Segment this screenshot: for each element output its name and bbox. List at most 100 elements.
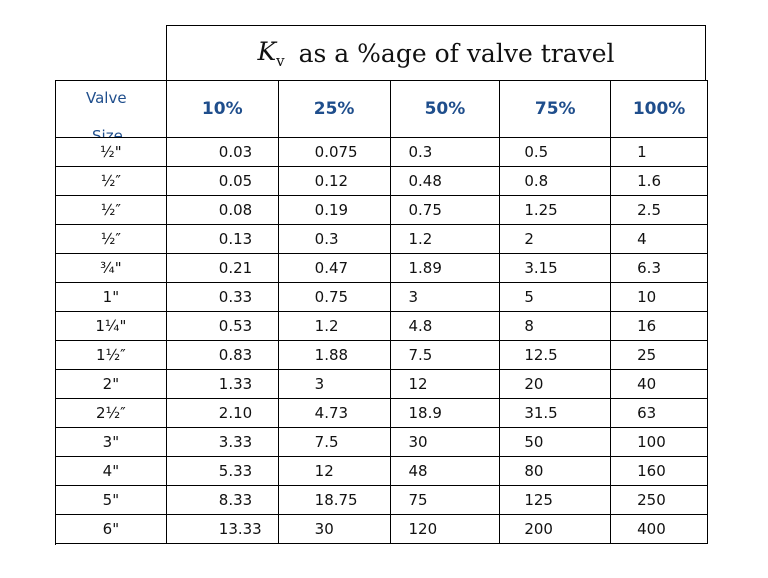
valve-size-cell: 3" — [56, 428, 167, 457]
valve-size-cell: ½" — [56, 138, 167, 167]
kv-value-cell: 1.2 — [390, 225, 501, 254]
kv-value-cell: 63 — [611, 399, 708, 428]
kv-value-cell: 0.48 — [390, 167, 501, 196]
kv-value-cell: 0.83 — [166, 341, 279, 370]
kv-value-cell: 25 — [611, 341, 708, 370]
kv-value-cell: 40 — [611, 370, 708, 399]
valve-size-cell: 6" — [56, 515, 167, 544]
kv-symbol: Kv — [257, 36, 285, 70]
kv-value-cell: 1.2 — [278, 312, 391, 341]
kv-value-cell: 12 — [278, 457, 391, 486]
kv-value-cell: 3 — [390, 283, 501, 312]
table-row: ½″ 0.05 0.12 0.48 0.8 1.6 — [56, 167, 708, 196]
header-25: 25% — [278, 81, 391, 138]
table-row: ¾" 0.21 0.47 1.89 3.15 6.3 — [56, 254, 708, 283]
kv-value-cell: 12 — [390, 370, 501, 399]
kv-value-cell: 18.9 — [390, 399, 501, 428]
header-valve-size: Valve Size — [56, 81, 167, 138]
valve-size-cell: 1¼" — [56, 312, 167, 341]
kv-value-cell: 75 — [390, 486, 501, 515]
kv-value-cell: 1.25 — [500, 196, 612, 225]
kv-value-cell: 30 — [390, 428, 501, 457]
table-row: ½" 0.03 0.075 0.3 0.5 1 — [56, 138, 708, 167]
kv-value-cell: 0.21 — [166, 254, 279, 283]
table-row: ½″ 0.13 0.3 1.2 2 4 — [56, 225, 708, 254]
table-title: Kv as a %age of valve travel — [166, 25, 706, 80]
kv-value-cell: 0.075 — [278, 138, 391, 167]
kv-value-cell: 1.88 — [278, 341, 391, 370]
valve-size-cell: ½″ — [56, 196, 167, 225]
kv-value-cell: 0.33 — [166, 283, 279, 312]
kv-value-cell: 3 — [278, 370, 391, 399]
table-row: 3" 3.33 7.5 30 50 100 — [56, 428, 708, 457]
table-row: 5" 8.33 18.75 75 125 250 — [56, 486, 708, 515]
kv-value-cell: 48 — [390, 457, 501, 486]
table-row: 2" 1.33 3 12 20 40 — [56, 370, 708, 399]
kv-value-cell: 0.05 — [166, 167, 279, 196]
valve-size-cell: ½″ — [56, 225, 167, 254]
kv-value-cell: 0.08 — [166, 196, 279, 225]
kv-value-cell: 1.89 — [390, 254, 501, 283]
kv-value-cell: 20 — [500, 370, 612, 399]
kv-value-cell: 7.5 — [278, 428, 391, 457]
kv-value-cell: 0.3 — [278, 225, 391, 254]
kv-value-cell: 1.33 — [166, 370, 279, 399]
kv-value-cell: 30 — [278, 515, 391, 544]
table-body: ½" 0.03 0.075 0.3 0.5 1 ½″ 0.05 0.12 0.48 0.8 1.6 ½″… — [56, 138, 708, 544]
kv-value-cell: 2.10 — [166, 399, 279, 428]
kv-value-cell: 125 — [500, 486, 612, 515]
kv-value-cell: 250 — [611, 486, 708, 515]
kv-value-cell: 3.33 — [166, 428, 279, 457]
valve-size-cell: 1½″ — [56, 341, 167, 370]
table-row: 6" 13.33 30 120 200 400 — [56, 515, 708, 544]
kv-table: Kv as a %age of valve travel Valve Size … — [55, 25, 708, 545]
kv-value-cell: 13.33 — [166, 515, 279, 544]
valve-size-cell: 5" — [56, 486, 167, 515]
kv-value-cell: 120 — [390, 515, 501, 544]
kv-value-cell: 8 — [500, 312, 612, 341]
kv-value-cell: 12.5 — [500, 341, 612, 370]
kv-value-cell: 160 — [611, 457, 708, 486]
kv-value-cell: 18.75 — [278, 486, 391, 515]
table-row: 1¼" 0.53 1.2 4.8 8 16 — [56, 312, 708, 341]
kv-value-cell: 4.8 — [390, 312, 501, 341]
valve-size-cell: 4" — [56, 457, 167, 486]
valve-size-cell: ½″ — [56, 167, 167, 196]
kv-value-cell: 6.3 — [611, 254, 708, 283]
kv-value-cell: 2 — [500, 225, 612, 254]
kv-value-cell: 1.6 — [611, 167, 708, 196]
table-row: 2½″ 2.10 4.73 18.9 31.5 63 — [56, 399, 708, 428]
kv-value-cell: 100 — [611, 428, 708, 457]
kv-value-cell: 80 — [500, 457, 612, 486]
kv-value-cell: 10 — [611, 283, 708, 312]
kv-value-cell: 0.13 — [166, 225, 279, 254]
kv-value-cell: 200 — [500, 515, 612, 544]
kv-value-cell: 5 — [500, 283, 612, 312]
kv-value-cell: 4.73 — [278, 399, 391, 428]
table-grid: Valve Size 10% 25% 50% 75% 100% ½"0.030.… — [55, 80, 708, 545]
kv-value-cell: 8.33 — [166, 486, 279, 515]
kv-value-cell: 31.5 — [500, 399, 612, 428]
kv-value-cell: 0.8 — [500, 167, 612, 196]
kv-value-cell: 0.75 — [390, 196, 501, 225]
header-size-cut: Size — [92, 129, 123, 137]
kv-value-cell: 0.75 — [278, 283, 391, 312]
kv-value-cell: 0.3 — [390, 138, 501, 167]
kv-value-cell: 0.5 — [500, 138, 612, 167]
table-row: 4" 5.33 12 48 80 160 — [56, 457, 708, 486]
kv-value-cell: 1 — [611, 138, 708, 167]
header-10: 10% — [166, 81, 279, 138]
table-row: 1½″ 0.83 1.88 7.5 12.5 25 — [56, 341, 708, 370]
kv-value-cell: 5.33 — [166, 457, 279, 486]
kv-value-cell: 3.15 — [500, 254, 612, 283]
kv-value-cell: 400 — [611, 515, 708, 544]
header-row: Valve Size 10% 25% 50% 75% 100% — [56, 81, 708, 138]
kv-value-cell: 50 — [500, 428, 612, 457]
kv-value-cell: 0.03 — [166, 138, 279, 167]
kv-value-cell: 7.5 — [390, 341, 501, 370]
kv-value-cell: 16 — [611, 312, 708, 341]
table-row: ½″ 0.08 0.19 0.75 1.25 2.5 — [56, 196, 708, 225]
valve-size-cell: 2½″ — [56, 399, 167, 428]
title-text: as a %age of valve travel — [298, 38, 615, 68]
header-75: 75% — [500, 81, 612, 138]
